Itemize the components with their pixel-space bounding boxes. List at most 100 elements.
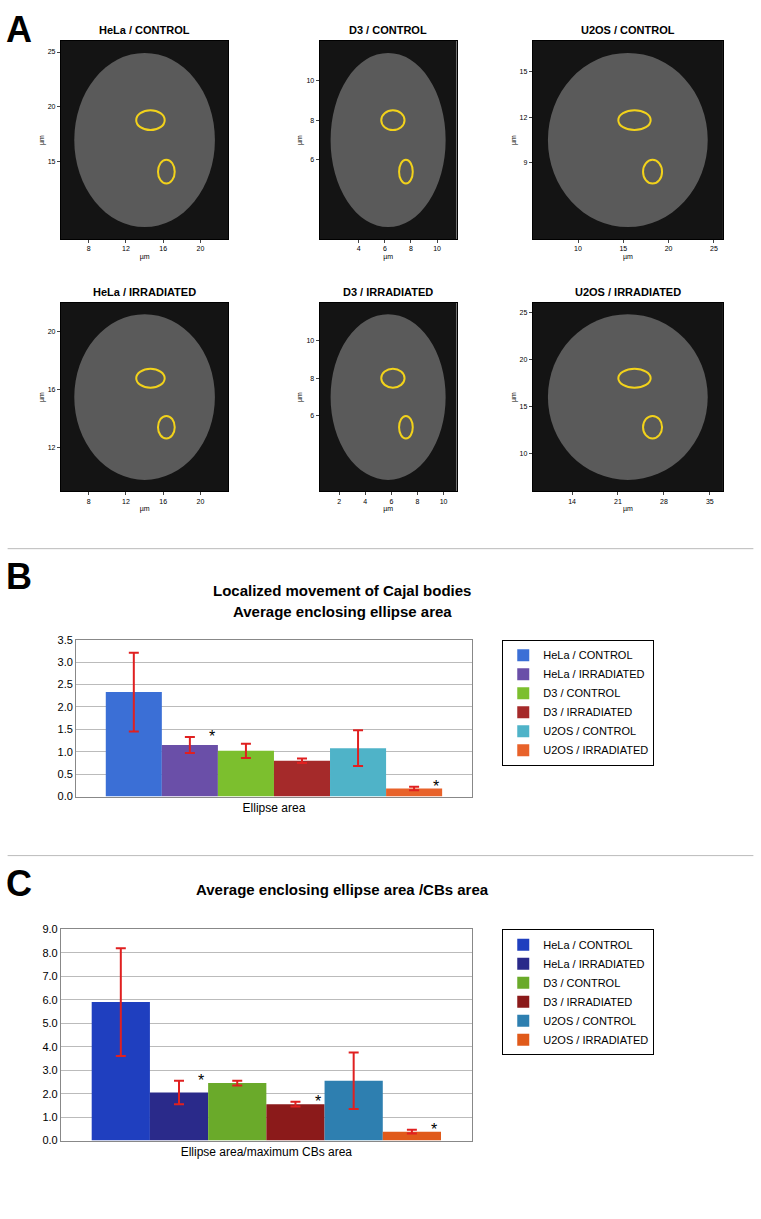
svg-text:8: 8 — [409, 245, 413, 252]
svg-text:HeLa / IRRADIATED: HeLa / IRRADIATED — [93, 286, 196, 298]
svg-text:15: 15 — [520, 68, 528, 75]
svg-text:6: 6 — [310, 156, 314, 163]
svg-text:6: 6 — [310, 412, 314, 419]
svg-text:12: 12 — [122, 245, 130, 252]
svg-text:4: 4 — [363, 498, 367, 505]
svg-text:*: * — [315, 1093, 321, 1110]
svg-text:2: 2 — [337, 498, 341, 505]
svg-text:25: 25 — [520, 309, 528, 316]
svg-text:U2OS / IRRADIATED: U2OS / IRRADIATED — [543, 1034, 648, 1046]
svg-text:20: 20 — [197, 245, 205, 252]
svg-text:15: 15 — [520, 403, 528, 410]
svg-text:*: * — [431, 1121, 437, 1138]
svg-text:0.0: 0.0 — [42, 1134, 57, 1146]
svg-text:Localized movement of Cajal bo: Localized movement of Cajal bodies — [213, 582, 471, 599]
svg-text:Ellipse area: Ellipse area — [243, 801, 306, 815]
svg-text:9.0: 9.0 — [42, 923, 57, 935]
svg-text:µm: µm — [623, 505, 633, 513]
svg-text:20: 20 — [520, 356, 528, 363]
svg-text:10: 10 — [440, 498, 448, 505]
svg-text:21: 21 — [614, 498, 622, 505]
svg-text:0.0: 0.0 — [58, 790, 73, 802]
svg-text:µm: µm — [38, 135, 46, 145]
svg-text:5.0: 5.0 — [42, 1017, 57, 1029]
svg-text:A: A — [6, 9, 32, 50]
svg-text:1.5: 1.5 — [58, 723, 73, 735]
svg-text:Ellipse area/maximum CBs area: Ellipse area/maximum CBs area — [181, 1145, 353, 1159]
svg-text:8: 8 — [416, 498, 420, 505]
svg-text:µm: µm — [140, 505, 150, 513]
svg-text:2.0: 2.0 — [42, 1087, 57, 1099]
svg-text:µm: µm — [510, 135, 518, 145]
svg-text:*: * — [433, 778, 439, 795]
svg-text:16: 16 — [159, 498, 167, 505]
svg-text:Average enclosing ellipse area: Average enclosing ellipse area — [233, 603, 452, 620]
svg-text:µm: µm — [296, 135, 304, 145]
svg-text:HeLa / CONTROL: HeLa / CONTROL — [99, 24, 190, 36]
svg-text:20: 20 — [665, 245, 673, 252]
svg-text:D3 / IRRADIATED: D3 / IRRADIATED — [343, 286, 433, 298]
svg-text:3.0: 3.0 — [42, 1064, 57, 1076]
svg-text:C: C — [6, 863, 32, 904]
svg-text:D3 / IRRADIATED: D3 / IRRADIATED — [543, 706, 632, 718]
svg-text:µm: µm — [140, 253, 150, 261]
svg-text:35: 35 — [706, 498, 714, 505]
svg-text:8.0: 8.0 — [42, 947, 57, 959]
svg-text:µm: µm — [623, 253, 633, 261]
svg-text:D3 / CONTROL: D3 / CONTROL — [543, 687, 620, 699]
svg-text:µm: µm — [38, 392, 46, 402]
svg-text:D3 / CONTROL: D3 / CONTROL — [349, 24, 427, 36]
svg-text:HeLa / CONTROL: HeLa / CONTROL — [543, 649, 632, 661]
svg-text:14: 14 — [568, 498, 576, 505]
svg-text:B: B — [6, 556, 32, 597]
svg-text:µm: µm — [296, 392, 304, 402]
svg-text:1.0: 1.0 — [42, 1111, 57, 1123]
svg-text:U2OS / CONTROL: U2OS / CONTROL — [543, 1015, 636, 1027]
svg-text:U2OS / IRRADIATED: U2OS / IRRADIATED — [543, 744, 648, 756]
svg-text:8: 8 — [310, 117, 314, 124]
svg-text:HeLa / IRRADIATED: HeLa / IRRADIATED — [543, 668, 644, 680]
svg-text:D3 / CONTROL: D3 / CONTROL — [543, 977, 620, 989]
svg-text:1.0: 1.0 — [58, 746, 73, 758]
svg-text:15: 15 — [48, 158, 56, 165]
svg-text:16: 16 — [159, 245, 167, 252]
svg-text:6.0: 6.0 — [42, 994, 57, 1006]
svg-text:4.0: 4.0 — [42, 1041, 57, 1053]
svg-text:µm: µm — [383, 505, 393, 513]
svg-text:3.0: 3.0 — [58, 656, 73, 668]
svg-text:20: 20 — [48, 328, 56, 335]
svg-text:6: 6 — [383, 245, 387, 252]
svg-text:20: 20 — [48, 103, 56, 110]
svg-text:0.5: 0.5 — [58, 768, 73, 780]
svg-text:9: 9 — [523, 159, 527, 166]
svg-text:10: 10 — [306, 77, 314, 84]
svg-text:12: 12 — [122, 498, 130, 505]
svg-text:28: 28 — [660, 498, 668, 505]
svg-text:U2OS / CONTROL: U2OS / CONTROL — [581, 24, 675, 36]
svg-text:12: 12 — [520, 114, 528, 121]
svg-text:12: 12 — [48, 444, 56, 451]
svg-text:10: 10 — [306, 337, 314, 344]
svg-text:8: 8 — [310, 375, 314, 382]
svg-text:HeLa / IRRADIATED: HeLa / IRRADIATED — [543, 958, 644, 970]
svg-text:16: 16 — [48, 386, 56, 393]
svg-text:8: 8 — [87, 498, 91, 505]
svg-text:6: 6 — [389, 498, 393, 505]
svg-text:2.0: 2.0 — [58, 701, 73, 713]
svg-text:HeLa / CONTROL: HeLa / CONTROL — [543, 939, 632, 951]
svg-text:Average enclosing ellipse area: Average enclosing ellipse area /CBs area — [196, 881, 489, 898]
svg-text:25: 25 — [48, 48, 56, 55]
svg-text:10: 10 — [433, 245, 441, 252]
svg-text:3.5: 3.5 — [58, 634, 73, 646]
svg-text:25: 25 — [710, 245, 718, 252]
svg-text:4: 4 — [357, 245, 361, 252]
svg-text:10: 10 — [520, 450, 528, 457]
svg-text:2.5: 2.5 — [58, 678, 73, 690]
svg-text:10: 10 — [574, 245, 582, 252]
svg-text:*: * — [209, 728, 215, 745]
svg-text:*: * — [198, 1072, 204, 1089]
svg-text:U2OS / IRRADIATED: U2OS / IRRADIATED — [575, 286, 681, 298]
svg-text:8: 8 — [87, 245, 91, 252]
svg-text:20: 20 — [197, 498, 205, 505]
svg-text:15: 15 — [619, 245, 627, 252]
